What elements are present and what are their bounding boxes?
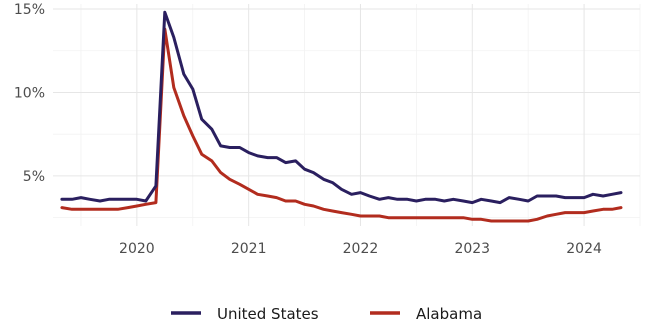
legend-item-united-states: United States <box>171 305 319 321</box>
series-line-alabama <box>60 27 623 223</box>
minor-gridlines <box>53 4 641 226</box>
x-tick-label: 2021 <box>231 241 267 257</box>
y-tick-label: 15% <box>14 2 45 18</box>
series-line-united-states <box>60 10 623 205</box>
y-tick-label: 10% <box>14 85 45 101</box>
x-tick-label: 2023 <box>454 241 490 257</box>
major-gridlines <box>53 4 640 226</box>
series-lines <box>60 10 623 223</box>
y-axis: 5% 10% 15% <box>14 2 45 185</box>
legend-label-united-states: United States <box>217 305 319 321</box>
x-tick-label: 2024 <box>566 241 602 257</box>
legend-label-alabama: Alabama <box>416 305 482 321</box>
y-tick-label: 5% <box>23 169 45 185</box>
legend: United States Alabama <box>171 305 482 321</box>
x-axis: 2020 2021 2022 2023 2024 <box>119 241 602 257</box>
legend-item-alabama: Alabama <box>370 305 482 321</box>
x-tick-label: 2020 <box>119 241 155 257</box>
x-tick-label: 2022 <box>343 241 379 257</box>
